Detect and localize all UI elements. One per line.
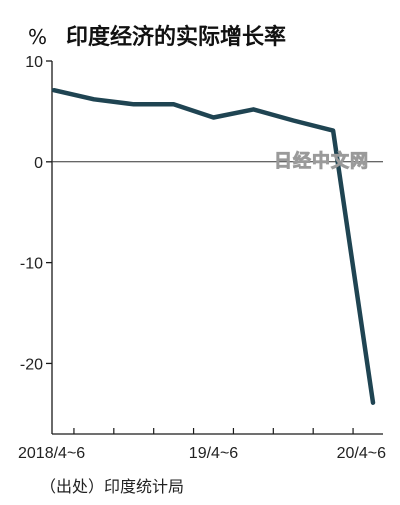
series-group — [54, 90, 373, 403]
series-line — [54, 90, 373, 403]
y-axis: 10 0 -10 -20 — [20, 54, 52, 434]
chart-title: 印度经济的实际增长率 — [66, 24, 286, 50]
unit-label: % — [28, 25, 47, 49]
y-tick-label: 0 — [34, 155, 43, 172]
x-axis: 2018/4~6 19/4~6 20/4~6 — [18, 428, 386, 462]
x-tick-label: 20/4~6 — [337, 445, 386, 462]
source-note: （出处）印度统计局 — [40, 477, 184, 496]
x-tick-label: 2018/4~6 — [18, 445, 85, 462]
y-tick-label: -20 — [20, 356, 43, 373]
y-tick-label: 10 — [25, 54, 43, 71]
watermark: 日经中文网 — [274, 150, 369, 172]
y-tick-label: -10 — [20, 256, 43, 273]
x-tick-label: 19/4~6 — [189, 445, 238, 462]
